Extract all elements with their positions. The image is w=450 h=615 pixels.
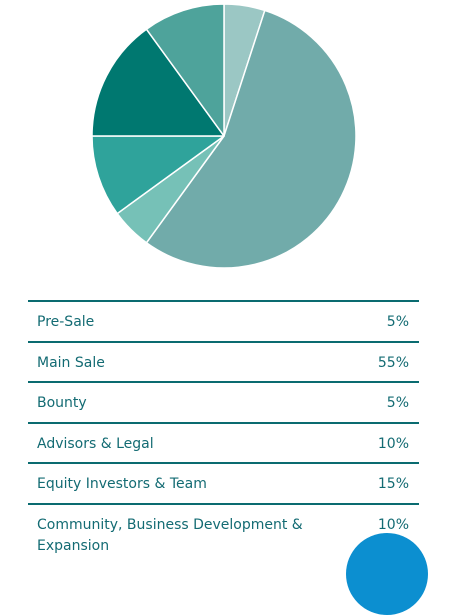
allocation-value: 10% bbox=[377, 516, 409, 533]
allocation-pie-chart bbox=[91, 3, 357, 269]
allocation-label: Bounty bbox=[37, 395, 87, 411]
allocation-value: 15% bbox=[377, 476, 409, 492]
allocation-row-community-business-development-expansion: Community, Business Development & Expans… bbox=[28, 505, 419, 557]
allocation-value: 10% bbox=[377, 435, 409, 452]
allocation-label: Advisors & Legal bbox=[37, 435, 154, 452]
pie-slice-main-sale bbox=[145, 9, 357, 269]
pie-slice-advisors-legal bbox=[91, 135, 225, 215]
allocation-label: Pre-Sale bbox=[37, 314, 95, 330]
allocation-row-pre-sale: Pre-Sale 5% bbox=[28, 302, 419, 343]
allocation-label: Equity Investors & Team bbox=[37, 476, 207, 492]
allocation-label: Main Sale bbox=[37, 354, 105, 371]
allocation-table: Pre-Sale 5% Main Sale 55% Bounty 5% Advi… bbox=[28, 300, 419, 557]
allocation-label: Community, Business Development & Expans… bbox=[37, 516, 303, 554]
allocation-row-main-sale: Main Sale 55% bbox=[28, 343, 419, 383]
allocation-value: 55% bbox=[377, 354, 409, 371]
chat-bubble-icon[interactable] bbox=[346, 533, 428, 615]
pie-slice-community-business-development-expansion bbox=[145, 3, 225, 137]
allocation-row-advisors-legal: Advisors & Legal 10% bbox=[28, 424, 419, 464]
allocation-row-equity-investors-team: Equity Investors & Team 15% bbox=[28, 464, 419, 505]
allocation-value: 5% bbox=[386, 395, 409, 411]
allocation-row-bounty: Bounty 5% bbox=[28, 383, 419, 424]
allocation-value: 5% bbox=[386, 314, 409, 330]
pie-slice-equity-investors-team bbox=[91, 28, 225, 137]
